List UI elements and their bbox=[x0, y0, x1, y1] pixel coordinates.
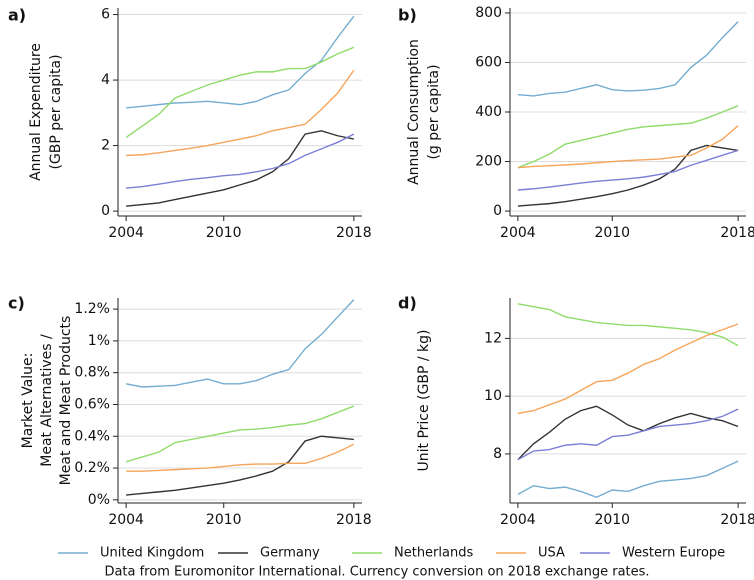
caption: Data from Euromonitor International. Cur… bbox=[104, 565, 649, 580]
y-axis-label: Meat and Meat Products bbox=[58, 316, 74, 486]
x-tick-label: 2010 bbox=[594, 225, 630, 241]
x-tick-label: 2018 bbox=[336, 512, 372, 528]
y-tick-label: 2 bbox=[101, 138, 110, 154]
y-tick-label: 1% bbox=[88, 333, 110, 349]
x-tick-label: 2018 bbox=[720, 225, 754, 241]
y-tick-label: 1.2% bbox=[74, 301, 110, 317]
series-line bbox=[125, 46, 355, 138]
y-axis-label: Annual Consumption bbox=[406, 39, 422, 185]
x-tick-label: 2018 bbox=[720, 512, 754, 528]
panel-label: b) bbox=[398, 6, 417, 25]
x-tick-label: 2004 bbox=[108, 512, 144, 528]
panel-label: a) bbox=[8, 6, 26, 25]
series-line bbox=[517, 303, 739, 347]
y-tick-label: 4 bbox=[101, 72, 110, 88]
series-line bbox=[517, 125, 739, 169]
legend-label: United Kingdom bbox=[100, 546, 204, 561]
series-line bbox=[517, 460, 739, 498]
legend-label: Germany bbox=[260, 546, 320, 561]
x-tick-label: 2004 bbox=[500, 225, 536, 241]
y-axis-label: (GBP per capita) bbox=[48, 54, 64, 169]
y-axis-label: Meat Alternatives / bbox=[39, 334, 55, 467]
series-line bbox=[517, 105, 739, 169]
y-tick-label: 12 bbox=[484, 330, 502, 346]
y-tick-label: 0 bbox=[101, 203, 110, 219]
y-tick-label: 0.8% bbox=[74, 365, 110, 381]
y-tick-label: 0.4% bbox=[74, 428, 110, 444]
legend-label: Western Europe bbox=[622, 546, 725, 561]
x-tick-label: 2010 bbox=[594, 512, 630, 528]
y-axis-label: Market Value: bbox=[20, 353, 36, 449]
y-axis-label: Unit Price (GBP / kg) bbox=[416, 330, 432, 472]
series-line bbox=[517, 149, 739, 191]
legend-label: Netherlands bbox=[394, 546, 473, 561]
panel-label: d) bbox=[398, 294, 417, 313]
y-tick-label: 800 bbox=[475, 5, 502, 21]
series-line bbox=[517, 408, 739, 461]
series-line bbox=[126, 130, 355, 207]
x-tick-label: 2010 bbox=[206, 512, 242, 528]
legend-label: USA bbox=[538, 546, 565, 561]
x-tick-label: 2018 bbox=[336, 225, 372, 241]
y-tick-label: 6 bbox=[101, 7, 110, 23]
y-tick-label: 0.6% bbox=[74, 396, 110, 412]
x-tick-label: 2010 bbox=[206, 225, 242, 241]
series-line bbox=[517, 21, 739, 97]
series-line bbox=[517, 323, 739, 415]
x-tick-label: 2004 bbox=[108, 225, 144, 241]
series-line bbox=[517, 405, 739, 461]
series-line bbox=[125, 299, 355, 388]
x-tick-label: 2004 bbox=[500, 512, 536, 528]
y-axis-label: Annual Expenditure bbox=[28, 43, 44, 181]
y-tick-label: 10 bbox=[484, 388, 502, 404]
y-tick-label: 0 bbox=[493, 203, 502, 219]
series-line bbox=[125, 405, 355, 463]
y-tick-label: 400 bbox=[475, 104, 502, 120]
series-line bbox=[126, 133, 355, 189]
y-tick-label: 0% bbox=[88, 492, 110, 508]
series-line bbox=[126, 443, 355, 472]
y-axis-label: (g per capita) bbox=[426, 64, 442, 159]
y-tick-label: 0.2% bbox=[74, 460, 110, 476]
series-line bbox=[126, 435, 354, 496]
series-line bbox=[126, 69, 355, 157]
panel-label: c) bbox=[8, 294, 25, 313]
y-tick-label: 600 bbox=[475, 54, 502, 70]
y-tick-label: 8 bbox=[493, 446, 502, 462]
y-tick-label: 200 bbox=[475, 154, 502, 170]
series-line bbox=[517, 144, 739, 207]
